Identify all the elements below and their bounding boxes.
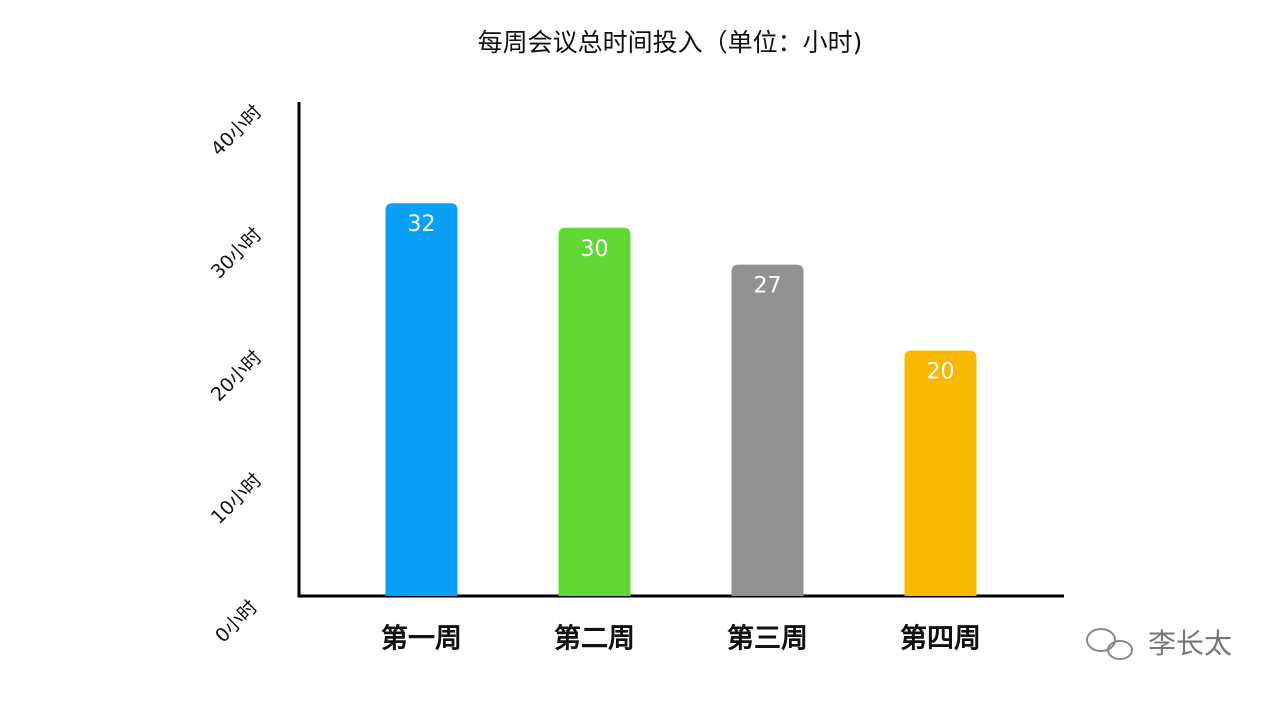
- x-tick-label: 第二周: [554, 623, 635, 655]
- x-tick-label: 第四周: [900, 623, 981, 655]
- wechat-icon: [1086, 628, 1133, 660]
- y-tick-label: 20小时: [207, 346, 267, 406]
- value-label: 20: [927, 360, 955, 385]
- x-tick-label: 第一周: [381, 623, 462, 655]
- watermark: 李长太: [1148, 627, 1232, 660]
- y-tick-label: 30小时: [207, 224, 267, 284]
- bar: [558, 227, 631, 596]
- value-label: 30: [581, 237, 609, 262]
- bar: [731, 264, 804, 596]
- value-label: 32: [408, 212, 436, 237]
- y-tick-label: 40小时: [207, 101, 267, 161]
- y-tick-label: 10小时: [207, 469, 267, 529]
- chart-title: 每周会议总时间投入（单位：小时): [478, 28, 863, 57]
- bar: [385, 203, 458, 596]
- bar: [904, 350, 977, 596]
- value-label: 27: [754, 274, 782, 299]
- y-tick-label: 0小时: [211, 596, 262, 647]
- x-tick-label: 第三周: [727, 623, 808, 655]
